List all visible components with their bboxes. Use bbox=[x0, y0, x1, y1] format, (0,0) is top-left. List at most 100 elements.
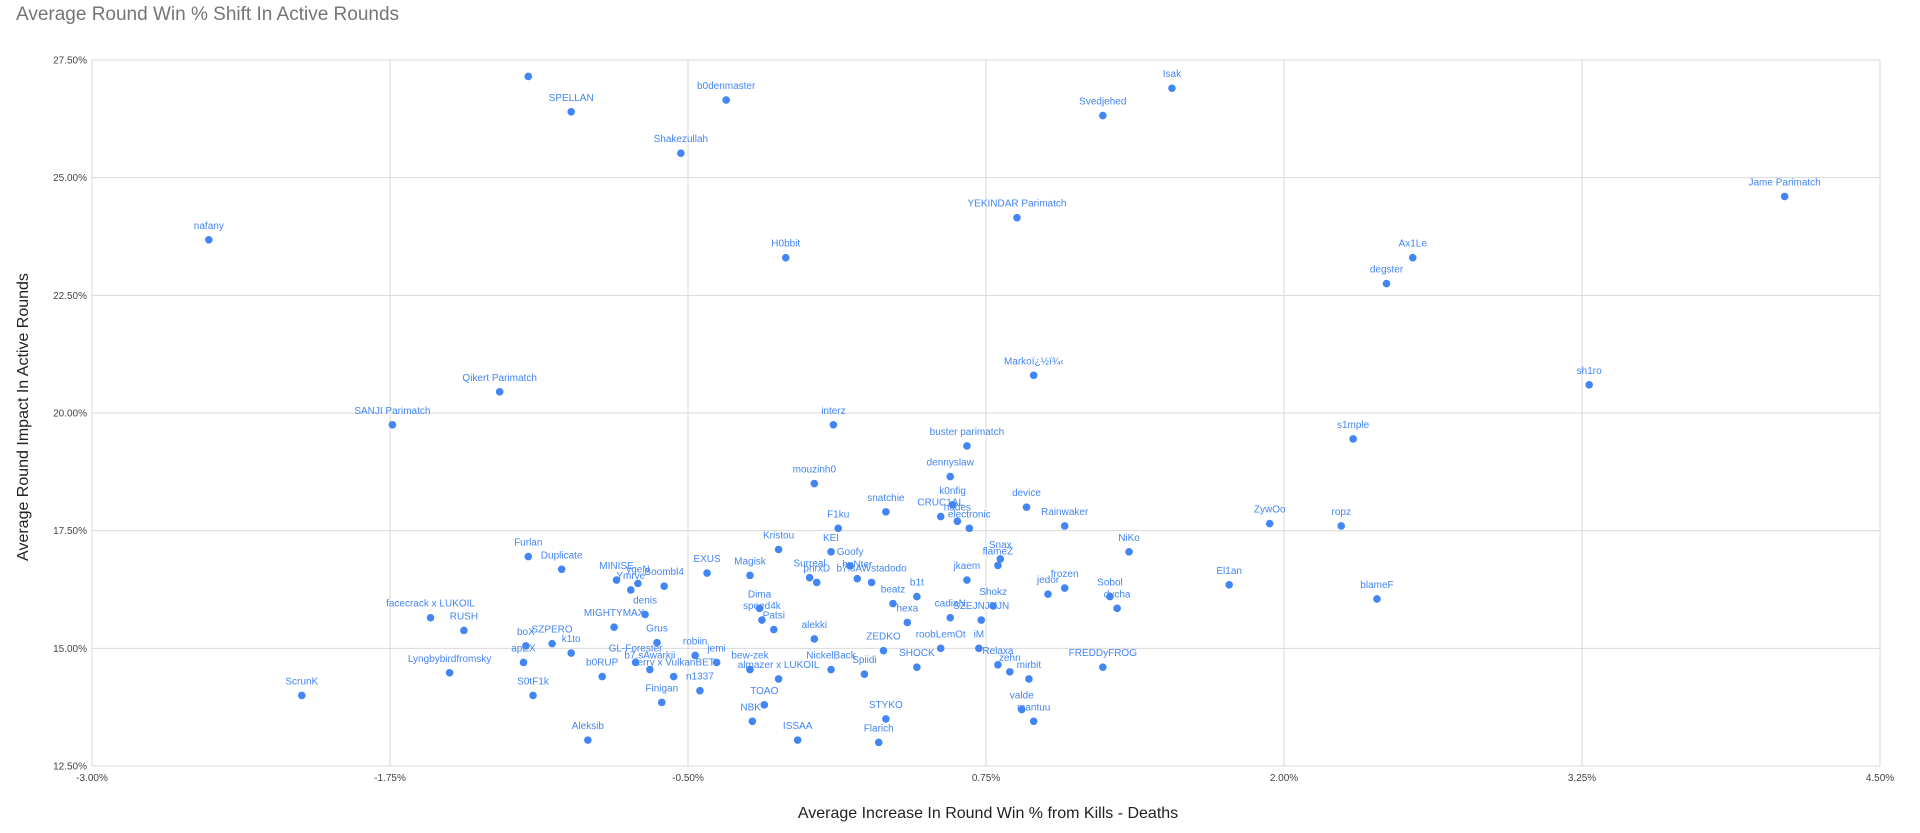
point-label: TOAO bbox=[750, 686, 778, 697]
point-label: Snax bbox=[989, 540, 1012, 551]
point-label: MIGHTYMAX bbox=[584, 608, 645, 619]
data-point bbox=[653, 638, 661, 647]
data-point bbox=[936, 512, 945, 521]
data-point bbox=[529, 691, 537, 700]
point-label: CRUC1AL bbox=[917, 498, 964, 509]
point-label: ScrunK bbox=[285, 676, 318, 687]
data-point bbox=[567, 107, 575, 116]
data-point bbox=[646, 665, 654, 674]
point-label: frozen bbox=[1051, 569, 1079, 580]
data-point bbox=[712, 658, 721, 667]
y-axis-title: Average Round Impact In Active Rounds bbox=[15, 273, 32, 561]
data-point bbox=[1373, 595, 1381, 603]
point-label: device bbox=[1012, 488, 1041, 499]
y-tick-label: 17.50% bbox=[53, 526, 87, 537]
data-point bbox=[598, 672, 606, 681]
point-label: Patsi bbox=[763, 611, 785, 622]
point-label: dennyslaw bbox=[927, 458, 975, 469]
data-point bbox=[874, 738, 883, 747]
point-label: SANJI Parimatch bbox=[354, 406, 430, 417]
point-label: hexa bbox=[896, 603, 918, 614]
point-label: jedor bbox=[1036, 575, 1060, 586]
data-point bbox=[994, 661, 1002, 669]
x-tick-label: 3.25% bbox=[1568, 773, 1596, 784]
data-point bbox=[946, 472, 955, 481]
point-label: s1mple bbox=[1337, 420, 1370, 431]
y-tick-label: 25.00% bbox=[53, 173, 87, 184]
point-label: snatchie bbox=[867, 493, 905, 504]
data-point bbox=[948, 500, 957, 509]
data-point bbox=[657, 698, 666, 707]
data-point bbox=[827, 548, 835, 556]
data-point bbox=[584, 736, 592, 744]
x-tick-label: -1.75% bbox=[374, 773, 406, 784]
point-label: NBK- bbox=[740, 702, 764, 713]
point-label: blameF bbox=[1360, 580, 1393, 591]
point-label: k0nfig bbox=[939, 486, 966, 497]
data-point bbox=[426, 613, 435, 622]
point-label: EXUS bbox=[693, 554, 721, 565]
point-label: degster bbox=[1370, 265, 1404, 276]
data-point bbox=[388, 420, 397, 429]
point-label: SPELLAN bbox=[549, 93, 594, 104]
data-point bbox=[612, 576, 621, 584]
data-point bbox=[495, 388, 504, 396]
data-point bbox=[810, 635, 819, 643]
data-point bbox=[853, 574, 862, 583]
point-labels: SPELLAN b0denmaster Shakezullah Isak Svedjeh… bbox=[194, 69, 1821, 734]
point-label: Relaxa bbox=[982, 646, 1014, 657]
x-tick-label: 4.50% bbox=[1866, 773, 1894, 784]
point-label: phrxD bbox=[803, 563, 830, 574]
point-label: dycha bbox=[1104, 589, 1131, 600]
point-label: boX bbox=[517, 627, 535, 638]
data-point bbox=[445, 669, 454, 677]
point-label: Flarich bbox=[864, 723, 894, 734]
point-label: STYKO bbox=[869, 700, 903, 711]
data-point bbox=[793, 736, 802, 744]
point-label: flameZ bbox=[983, 546, 1014, 557]
data-point bbox=[936, 644, 945, 653]
data-point bbox=[879, 646, 888, 655]
point-label: speed4k bbox=[743, 601, 782, 612]
data-point bbox=[610, 623, 618, 631]
data-point bbox=[965, 524, 974, 533]
x-axis-title: Average Increase In Round Win % from Kil… bbox=[798, 805, 1178, 822]
point-label: jkaem bbox=[953, 561, 981, 572]
data-point bbox=[1349, 435, 1357, 443]
point-label: ropz bbox=[1331, 507, 1350, 518]
data-points bbox=[205, 72, 1789, 747]
point-label: F1ku bbox=[827, 509, 849, 520]
data-point bbox=[774, 545, 783, 554]
point-label: ZywOo bbox=[1254, 505, 1286, 516]
point-label: nades bbox=[944, 502, 971, 513]
point-label: Kristou bbox=[763, 530, 794, 541]
data-point bbox=[1029, 371, 1038, 380]
point-label: H0bbit bbox=[771, 239, 800, 250]
point-label: S0tF1k bbox=[517, 676, 550, 687]
data-point bbox=[626, 586, 635, 594]
point-label: mirbit bbox=[1017, 660, 1042, 671]
data-point bbox=[882, 715, 890, 723]
data-point bbox=[1225, 580, 1233, 589]
point-label: Isak bbox=[1163, 69, 1182, 80]
data-point bbox=[1585, 380, 1593, 389]
point-label: bew-zek bbox=[731, 651, 769, 662]
data-point bbox=[1029, 717, 1038, 726]
data-point bbox=[1168, 84, 1176, 93]
data-point bbox=[691, 651, 699, 660]
x-tick-label: 2.00% bbox=[1270, 773, 1298, 784]
point-label: SZEJNJNJN bbox=[953, 601, 1009, 612]
data-point bbox=[889, 599, 897, 608]
data-point bbox=[696, 686, 704, 695]
point-label: Aleksib bbox=[572, 721, 605, 732]
data-point bbox=[1408, 253, 1417, 262]
point-label: Duplicate bbox=[541, 550, 583, 561]
data-point bbox=[1125, 548, 1133, 556]
point-label: apEX bbox=[511, 643, 536, 654]
data-point bbox=[1099, 111, 1107, 120]
point-label: Spiidi bbox=[852, 655, 876, 666]
point-label: Shokz bbox=[979, 587, 1007, 598]
data-point bbox=[1382, 279, 1391, 288]
data-point bbox=[524, 552, 533, 561]
point-label: jemi bbox=[706, 643, 725, 654]
